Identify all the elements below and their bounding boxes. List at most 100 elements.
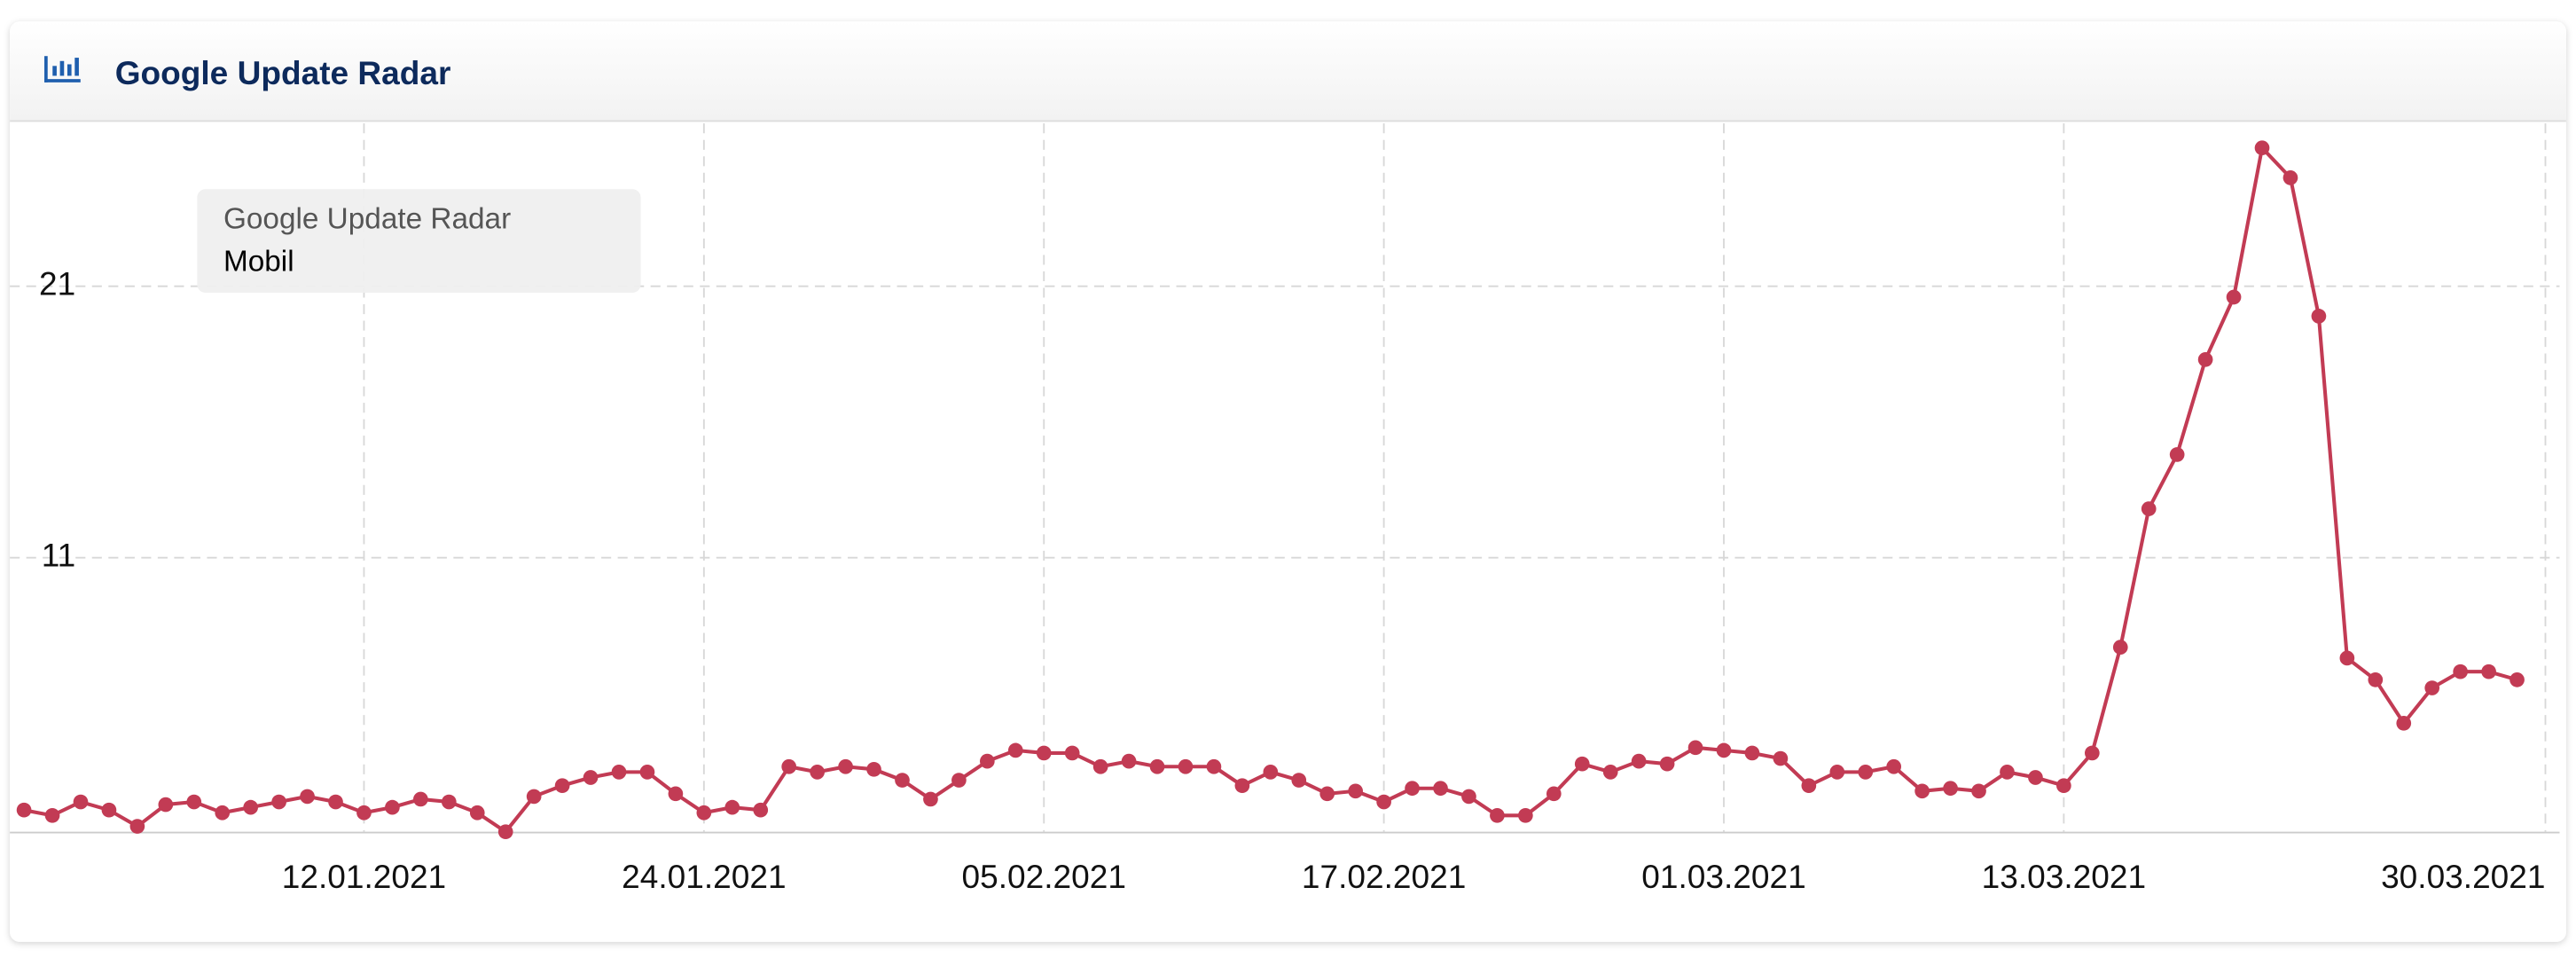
data-point: [753, 802, 769, 818]
data-point: [866, 761, 881, 777]
x-tick-label: 12.01.2021: [282, 858, 446, 895]
data-point: [1829, 765, 1845, 780]
data-point: [16, 802, 32, 818]
data-point: [1801, 778, 1817, 794]
data-point: [2311, 309, 2327, 324]
data-point: [1206, 758, 1222, 774]
y-tick-label: 21: [39, 265, 75, 302]
data-point: [1376, 794, 1391, 810]
data-point: [300, 789, 315, 805]
legend-title: Google Update Radar: [223, 202, 511, 235]
y-tick-label: 11: [42, 536, 75, 573]
data-point: [1461, 789, 1476, 805]
data-point: [2226, 289, 2242, 305]
data-point: [469, 805, 485, 821]
data-point: [781, 758, 797, 774]
data-point: [1319, 786, 1335, 802]
data-point: [413, 791, 428, 807]
data-point: [2084, 745, 2100, 761]
data-point: [696, 805, 712, 821]
data-point: [44, 807, 60, 823]
data-point: [441, 794, 457, 810]
data-point: [2509, 672, 2525, 687]
data-point: [1036, 745, 1052, 761]
data-point: [838, 758, 853, 774]
data-point: [2028, 770, 2043, 785]
data-point: [1716, 742, 1732, 758]
data-point: [2000, 765, 2015, 780]
data-point: [1631, 753, 1647, 769]
data-point: [2112, 640, 2128, 655]
data-point: [73, 794, 89, 810]
x-tick-label: 13.03.2021: [1982, 858, 2146, 895]
data-point: [1773, 750, 1789, 766]
data-point: [1574, 756, 1590, 772]
data-point: [243, 799, 259, 815]
data-point: [895, 773, 910, 788]
data-point: [328, 794, 343, 810]
data-point: [1943, 781, 1958, 797]
x-tick-label: 05.02.2021: [962, 858, 1126, 895]
data-point: [611, 765, 627, 780]
data-point: [724, 799, 740, 815]
data-point: [583, 770, 599, 785]
data-point: [1490, 807, 1505, 823]
data-point: [1546, 786, 1562, 802]
data-point: [1064, 745, 1080, 761]
data-point: [2339, 650, 2355, 666]
data-point: [1121, 753, 1137, 769]
data-point: [129, 819, 145, 834]
data-point: [1744, 745, 1760, 761]
data-point: [1405, 781, 1420, 797]
data-point: [356, 805, 372, 821]
data-point: [2282, 170, 2298, 185]
data-point: [101, 802, 117, 818]
data-point: [639, 765, 655, 780]
data-point: [1348, 783, 1364, 799]
legend-entry: Mobil: [223, 245, 294, 278]
data-point: [668, 786, 684, 802]
data-point: [1886, 758, 1902, 774]
data-point: [2254, 140, 2270, 156]
data-point: [810, 765, 825, 780]
data-point: [1007, 742, 1023, 758]
data-point: [497, 824, 513, 840]
header-icon: [44, 56, 81, 82]
data-point: [526, 789, 542, 805]
data-point: [1291, 773, 1307, 788]
data-point: [1263, 765, 1279, 780]
data-point: [1858, 765, 1874, 780]
chart-title: Google Update Radar: [115, 54, 451, 91]
data-point: [1178, 758, 1194, 774]
data-point: [1433, 781, 1448, 797]
data-point: [2424, 680, 2440, 695]
x-tick-label: 01.03.2021: [1641, 858, 1805, 895]
data-point: [1092, 758, 1108, 774]
data-point: [2056, 778, 2071, 794]
x-tick-label: 17.02.2021: [1302, 858, 1466, 895]
card: [10, 21, 2566, 942]
data-point: [1602, 765, 1618, 780]
data-point: [554, 778, 570, 794]
x-tick-label: 30.03.2021: [2381, 858, 2545, 895]
data-point: [385, 799, 400, 815]
data-point: [979, 753, 995, 769]
data-point: [1971, 783, 1986, 799]
data-point: [951, 773, 967, 788]
data-point: [2197, 352, 2213, 367]
plot-area: 11 21 12.01.2021 24.01.2021 05.02.2021 17.02.…: [10, 123, 2560, 895]
data-point: [271, 794, 286, 810]
legend-box: [197, 189, 641, 293]
data-point: [2481, 664, 2496, 679]
data-point: [1518, 807, 1533, 823]
data-point: [2396, 715, 2412, 731]
data-point: [2368, 672, 2384, 687]
data-point: [186, 794, 202, 810]
data-point: [2453, 664, 2468, 679]
data-point: [215, 805, 231, 821]
data-point: [2141, 501, 2157, 516]
data-point: [2169, 447, 2185, 462]
data-point: [1659, 756, 1675, 772]
